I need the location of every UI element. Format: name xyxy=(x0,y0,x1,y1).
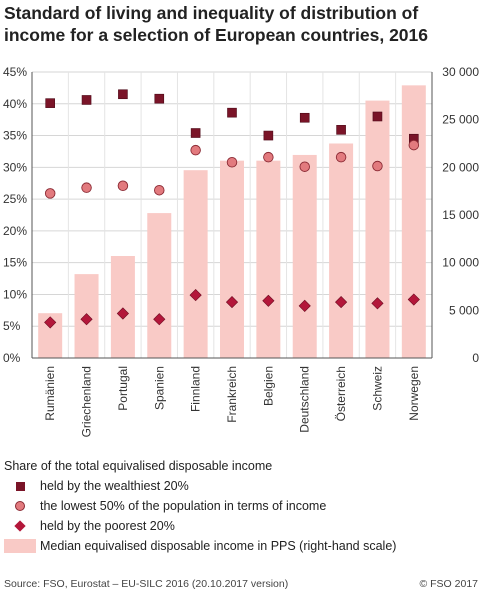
left-tick-label: 15% xyxy=(3,256,27,270)
right-tick-label: 10 000 xyxy=(442,256,479,270)
square-marker-icon xyxy=(4,476,36,496)
left-tick-label: 40% xyxy=(3,97,27,111)
poorest-20-marker xyxy=(298,299,311,312)
axes xyxy=(31,72,433,359)
circle-marker-icon xyxy=(4,496,36,516)
right-tick-label: 5 000 xyxy=(449,303,479,317)
lowest-50-marker xyxy=(372,160,383,172)
wealthiest-20-marker xyxy=(299,112,310,123)
lowest-50-marker xyxy=(81,182,92,193)
category-label: Griechenland xyxy=(80,366,94,437)
lowest-50-marker xyxy=(190,144,201,156)
legend-item-median-income: Median equivalised disposable income in … xyxy=(4,536,478,556)
lowest-50-marker xyxy=(44,188,56,199)
category-label: Finnland xyxy=(189,366,203,412)
income-bar xyxy=(110,255,135,358)
bar-swatch-icon xyxy=(4,536,36,556)
wealthiest-20-marker xyxy=(336,125,346,135)
legend-label: held by the poorest 20% xyxy=(40,519,175,533)
legend-heading: Share of the total equivalised disposabl… xyxy=(4,459,273,473)
legend-item-wealthiest: held by the wealthiest 20% xyxy=(4,476,478,496)
copyright: © FSO 2017 xyxy=(419,578,478,590)
income-bars xyxy=(38,85,426,358)
poorest-20-marker xyxy=(225,295,239,309)
income-bar xyxy=(292,154,317,358)
income-bar xyxy=(401,85,426,358)
income-bar xyxy=(365,100,390,358)
wealthiest-20-marker xyxy=(263,130,274,141)
right-tick-label: 0 xyxy=(472,351,479,365)
chart-canvas: 0% 5% 10% 15% 20% 25% 30% 35% 40% 45% 0 5 000 10 000… xyxy=(3,65,479,437)
lowest-50-marker xyxy=(117,180,129,192)
lowest-50-marker xyxy=(335,151,347,163)
axis-labels: 0% 5% 10% 15% 20% 25% 30% 35% 40% 45% 0 5 000 10 000… xyxy=(3,65,479,437)
poorest-20-marker xyxy=(189,288,202,302)
diamond-marker-icon xyxy=(4,516,36,536)
legend-label: held by the wealthiest 20% xyxy=(40,479,189,493)
legend-label: the lowest 50% of the population in term… xyxy=(40,499,327,513)
income-bar xyxy=(183,170,208,358)
income-bar xyxy=(256,160,281,358)
poorest-20-marker xyxy=(371,297,384,310)
wealthiest-20-marker xyxy=(227,107,237,118)
category-label: Österreich xyxy=(334,366,348,421)
legend: Share of the total equivalised disposabl… xyxy=(4,456,478,556)
poorest-20-marker xyxy=(116,307,129,320)
source-note: Source: FSO, Eurostat – EU-SILC 2016 (20… xyxy=(4,578,289,590)
category-label: Portugal xyxy=(116,366,130,411)
category-label: Deutschland xyxy=(298,366,312,433)
left-tick-label: 5% xyxy=(3,319,21,333)
category-label: Rumänien xyxy=(43,366,57,421)
lowest-50-marker xyxy=(299,161,310,172)
legend-item-lowest-50: the lowest 50% of the population in term… xyxy=(4,496,478,516)
right-tick-label: 25 000 xyxy=(442,113,479,127)
category-label: Schweiz xyxy=(370,366,384,411)
poorest-20-marker xyxy=(262,294,275,307)
wealthiest-20-marker xyxy=(45,98,55,108)
category-label: Norwegen xyxy=(407,366,421,421)
lowest-50-marker xyxy=(263,151,274,163)
poorest-20-marker xyxy=(44,316,57,329)
legend-label: Median equivalised disposable income in … xyxy=(40,539,397,553)
share-markers xyxy=(44,89,420,329)
left-tick-label: 35% xyxy=(3,129,27,143)
wealthiest-20-marker xyxy=(81,95,92,105)
wealthiest-20-marker xyxy=(154,93,165,104)
legend-item-poorest: held by the poorest 20% xyxy=(4,516,478,536)
category-label: Spanien xyxy=(152,366,166,410)
chart-title: Standard of living and inequality of dis… xyxy=(4,3,429,45)
right-tick-label: 15 000 xyxy=(442,208,479,222)
left-tick-label: 30% xyxy=(3,160,27,174)
category-label: Frankreich xyxy=(225,366,239,423)
right-tick-label: 20 000 xyxy=(442,160,479,174)
left-tick-label: 25% xyxy=(3,192,27,206)
wealthiest-20-marker xyxy=(372,111,383,122)
income-bar xyxy=(220,160,244,358)
income-bar xyxy=(147,213,172,358)
wealthiest-20-marker xyxy=(190,128,201,138)
lowest-50-marker xyxy=(226,156,238,168)
left-tick-label: 10% xyxy=(3,287,27,301)
left-tick-label: 20% xyxy=(3,224,27,238)
left-tick-label: 0% xyxy=(3,351,21,365)
poorest-20-marker xyxy=(80,313,93,326)
lowest-50-marker xyxy=(154,184,165,196)
wealthiest-20-marker xyxy=(118,89,128,100)
category-label: Belgien xyxy=(261,366,275,406)
poorest-20-marker xyxy=(335,295,348,309)
poorest-20-marker xyxy=(407,293,420,306)
gridlines xyxy=(32,71,432,359)
income-bar xyxy=(329,143,354,358)
left-tick-label: 45% xyxy=(3,65,27,79)
lowest-50-marker xyxy=(408,139,420,151)
right-tick-label: 30 000 xyxy=(442,65,479,79)
poorest-20-marker xyxy=(153,313,166,326)
